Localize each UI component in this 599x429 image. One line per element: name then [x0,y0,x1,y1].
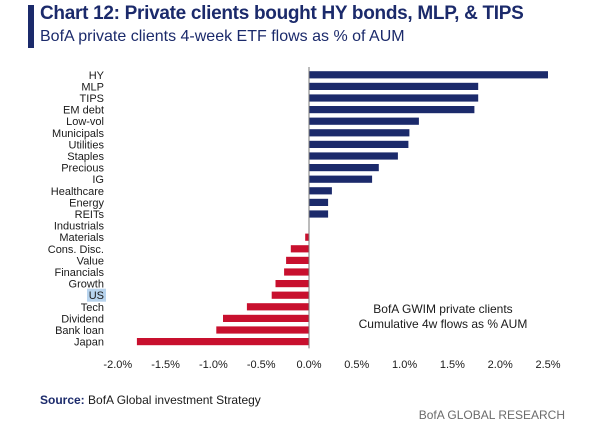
x-tick-label: -0.5% [247,359,276,371]
category-label: Cons. Disc. [48,244,104,256]
category-label: Staples [67,151,104,163]
category-label: Value [77,255,104,267]
bar [309,129,410,137]
bar [309,140,409,148]
category-label: Energy [69,197,104,209]
bar [286,256,309,264]
category-label: Growth [69,279,104,291]
category-label: MLP [81,81,104,93]
x-tick-label: 0.0% [296,359,321,371]
bar [309,198,329,206]
bar [309,71,548,79]
source-label: Source: [40,393,85,407]
category-label: Industrials [54,221,105,233]
x-tick-label: 1.5% [440,359,465,371]
x-tick-label: 2.0% [488,359,513,371]
branding: BofA GLOBAL RESEARCH [418,408,565,422]
category-label: EM debt [63,105,104,117]
source-text: BofA Global investment Strategy [88,393,261,407]
bar [275,280,309,288]
chart-subtitle: BofA private clients 4-week ETF flows as… [40,28,405,45]
x-tick-label: 2.5% [535,359,560,371]
bar [309,94,479,102]
category-label: Japan [74,337,104,349]
title-accent-bar [28,5,34,48]
category-label: Healthcare [51,186,104,198]
chart-title: Chart 12: Private clients bought HY bond… [40,3,524,24]
category-label: Financials [54,267,104,279]
bar [309,210,329,218]
source-note: Source: BofA Global investment Strategy [40,393,261,407]
category-label: Bank loan [55,325,104,337]
category-label: Precious [61,163,104,175]
bar [309,152,398,160]
category-label: TIPS [80,93,104,105]
bar [305,233,309,241]
x-tick-label: -1.0% [199,359,228,371]
chart-annotation-line: Cumulative 4w flows as % AUM [359,317,528,331]
category-highlight [87,288,106,302]
bar [246,303,309,311]
bar [223,314,309,322]
bar [216,326,309,334]
bar [271,291,309,299]
category-label: REITs [75,209,105,221]
category-label: Low-vol [66,116,104,128]
bar [309,175,373,183]
bar [290,245,309,253]
bar [136,338,309,346]
category-label: Materials [59,232,104,244]
bar [309,106,475,114]
category-label: Municipals [52,128,104,140]
x-tick-label: -2.0% [103,359,132,371]
category-label: Utilities [69,139,105,151]
category-label: Dividend [61,313,104,325]
bar [309,164,379,172]
bar [284,268,309,276]
x-tick-label: 0.5% [344,359,369,371]
x-tick-label: -1.5% [151,359,180,371]
chart-annotation-line: BofA GWIM private clients [373,302,512,316]
x-tick-label: 1.0% [392,359,417,371]
category-label: US [89,290,104,302]
bar [309,187,332,195]
category-label: IG [92,174,104,186]
bar [309,117,419,125]
category-label: Tech [81,302,104,314]
category-label: HY [89,70,105,82]
bar [309,82,479,90]
